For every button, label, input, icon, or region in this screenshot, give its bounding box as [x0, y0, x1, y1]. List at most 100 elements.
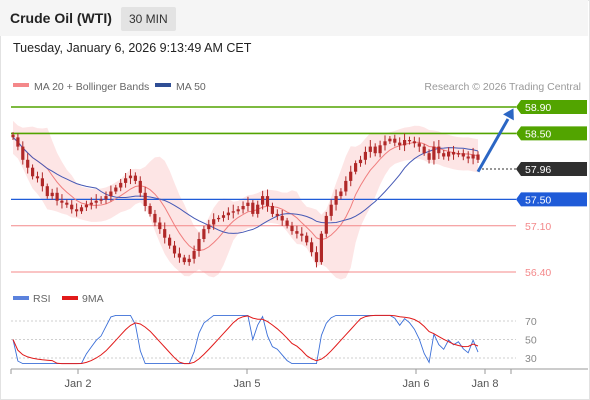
ma50-legend-label: MA 50	[176, 81, 206, 93]
candle-body	[275, 213, 279, 216]
candle-body	[295, 231, 299, 234]
rsi-tick-30: 30	[525, 353, 537, 365]
candle-body	[344, 180, 348, 192]
copyright-credit: Research © 2026 Trading Central	[424, 81, 581, 93]
x-tick-label: Jan 2	[65, 378, 92, 390]
candle-body	[197, 239, 201, 251]
candle-body	[310, 242, 314, 253]
candle-body	[349, 171, 353, 181]
candle-body	[119, 182, 123, 188]
candle-body	[403, 140, 407, 146]
candle-body	[339, 191, 343, 197]
candle-body	[290, 225, 294, 232]
forecast-arrow-shaft	[476, 118, 510, 173]
candle-body	[114, 187, 118, 192]
candle-body	[128, 175, 133, 179]
candle-body	[358, 159, 363, 164]
ma20-line	[12, 137, 479, 252]
candle-body	[16, 137, 20, 147]
candle-body	[427, 153, 431, 160]
ma20-legend-swatch	[13, 83, 29, 87]
candle-body	[334, 196, 338, 205]
candle-body	[26, 159, 30, 168]
level-tag-57.50	[516, 192, 587, 207]
level-label-57.96: 57.96	[525, 164, 551, 176]
candle-body	[319, 233, 323, 263]
level-label-57.50: 57.50	[525, 194, 551, 206]
candle-body	[363, 151, 367, 160]
ma20-legend-label: MA 20 + Bollinger Bands	[34, 81, 149, 93]
candle-body	[447, 151, 451, 157]
level-label-58.50: 58.50	[525, 128, 551, 140]
candle-body	[94, 200, 98, 203]
level-label-57.10: 57.10	[525, 221, 551, 233]
candle-body	[35, 176, 40, 179]
candle-body	[207, 224, 211, 230]
timeframe-button[interactable]: 30 MIN	[121, 7, 176, 31]
candle-body	[417, 143, 421, 147]
candle-body	[241, 206, 245, 210]
level-label-58.90: 58.90	[525, 102, 551, 114]
candle-body	[265, 196, 270, 206]
candle-body	[65, 202, 69, 205]
candle-body	[373, 146, 377, 154]
candle-body	[217, 217, 221, 220]
forecast-arrow-head	[503, 108, 514, 121]
candle-body	[109, 191, 113, 197]
candle-body	[104, 196, 108, 200]
level-tag-58.50	[516, 126, 587, 141]
candle-body	[70, 204, 74, 210]
bollinger-band-area	[13, 120, 478, 280]
candle-body	[45, 186, 49, 197]
candle-body	[172, 245, 177, 254]
candle-body	[231, 211, 235, 213]
candle-body	[177, 253, 181, 258]
candle-body	[407, 140, 412, 142]
x-tick-label: Jan 6	[403, 378, 430, 390]
candle-body	[256, 204, 260, 214]
candle-body	[182, 257, 186, 263]
candle-body	[251, 202, 255, 214]
candle-body	[451, 151, 456, 155]
candle-body	[138, 180, 142, 193]
candle-body	[324, 215, 328, 234]
candle-body	[124, 178, 128, 183]
candle-body	[143, 192, 147, 206]
candle-body	[270, 206, 274, 214]
candle-body	[442, 153, 446, 157]
candle-body	[354, 163, 358, 172]
candle-body	[133, 175, 137, 181]
candle-body	[221, 215, 226, 218]
candle-body	[246, 202, 250, 206]
candle-body	[202, 229, 206, 239]
rsi-ma-legend-label: 9MA	[82, 293, 104, 305]
ma50-line	[12, 137, 479, 234]
rsi-line	[12, 314, 479, 365]
candle-body	[212, 219, 216, 225]
candle-body	[388, 138, 392, 142]
candle-body	[226, 212, 230, 216]
candle-body	[368, 146, 372, 152]
candle-body	[422, 146, 426, 154]
level-tag-57.96	[516, 162, 587, 177]
candle-body	[163, 229, 167, 238]
candle-body	[437, 146, 441, 154]
rsi-legend-label: RSI	[33, 293, 51, 305]
candle-body	[456, 153, 460, 155]
candle-body	[285, 220, 289, 226]
candle-body	[398, 142, 402, 146]
rsi-ma-legend-swatch	[62, 296, 78, 300]
header-bar: Crude Oil (WTI) 30 MIN	[0, 0, 588, 36]
candle-body	[314, 252, 319, 263]
candle-body	[187, 258, 191, 263]
candle-body	[21, 146, 25, 160]
candle-body	[11, 134, 15, 138]
candle-body	[393, 138, 397, 143]
candle-body	[461, 153, 465, 157]
candle-body	[153, 213, 157, 223]
candle-body	[412, 141, 416, 144]
candle-body	[192, 250, 196, 259]
candle-body	[476, 154, 480, 160]
candle-body	[261, 196, 265, 205]
